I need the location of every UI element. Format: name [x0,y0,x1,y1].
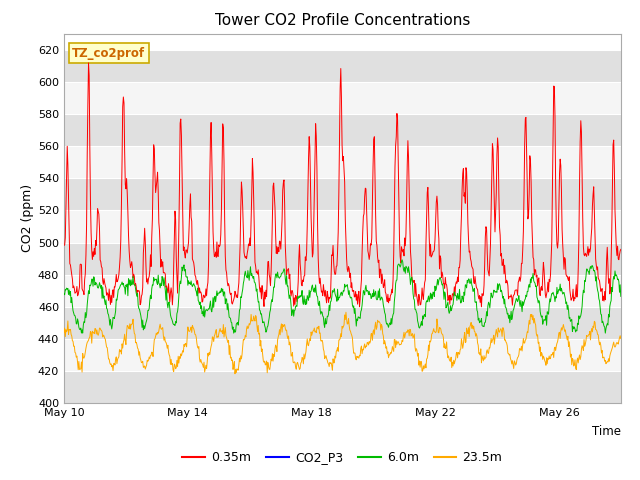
Bar [64,307,621,339]
Bar [64,339,621,371]
Text: Time: Time [592,425,621,438]
Bar [64,178,621,210]
Bar [64,371,621,403]
Bar [64,275,621,307]
Text: TZ_co2prof: TZ_co2prof [72,47,145,60]
Legend: 0.35m, CO2_P3, 6.0m, 23.5m: 0.35m, CO2_P3, 6.0m, 23.5m [177,446,508,469]
Bar [64,82,621,114]
Bar [64,242,621,275]
Bar [64,146,621,178]
Title: Tower CO2 Profile Concentrations: Tower CO2 Profile Concentrations [214,13,470,28]
Bar [64,210,621,242]
Bar [64,49,621,82]
Bar [64,114,621,146]
Y-axis label: CO2 (ppm): CO2 (ppm) [20,184,34,252]
